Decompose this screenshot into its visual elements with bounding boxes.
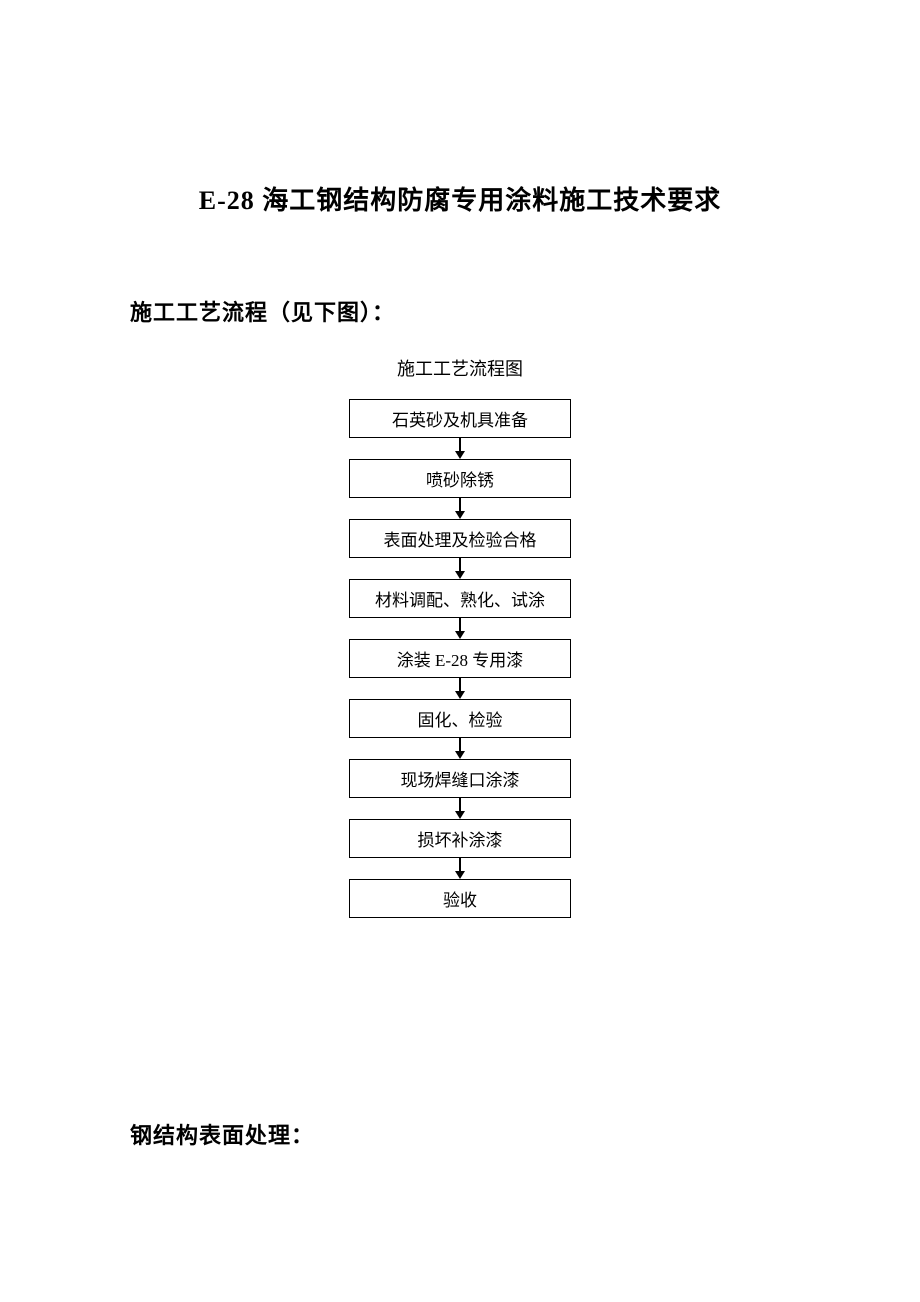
section-title-surface: 钢结构表面处理： xyxy=(130,1118,790,1150)
flow-step: 涂装 E-28 专用漆 xyxy=(349,639,571,678)
flow-step: 喷砂除锈 xyxy=(349,459,571,498)
flow-arrow-icon xyxy=(454,558,466,579)
diagram-title: 施工工艺流程图 xyxy=(130,355,790,381)
flowchart-container: 石英砂及机具准备 喷砂除锈 表面处理及检验合格 材料调配、熟化、试涂 涂装 E-… xyxy=(130,399,790,918)
flow-arrow-icon xyxy=(454,498,466,519)
flow-step: 现场焊缝口涂漆 xyxy=(349,759,571,798)
flow-step: 损坏补涂漆 xyxy=(349,819,571,858)
flow-step: 表面处理及检验合格 xyxy=(349,519,571,558)
flow-step: 石英砂及机具准备 xyxy=(349,399,571,438)
flow-arrow-icon xyxy=(454,738,466,759)
flow-step: 验收 xyxy=(349,879,571,918)
main-title: E-28 海工钢结构防腐专用涂料施工技术要求 xyxy=(130,180,790,217)
flow-step: 材料调配、熟化、试涂 xyxy=(349,579,571,618)
flow-arrow-icon xyxy=(454,618,466,639)
flow-arrow-icon xyxy=(454,798,466,819)
flow-arrow-icon xyxy=(454,438,466,459)
flow-arrow-icon xyxy=(454,678,466,699)
section-title-process: 施工工艺流程（见下图）： xyxy=(130,295,790,327)
flow-step: 固化、检验 xyxy=(349,699,571,738)
document-page: E-28 海工钢结构防腐专用涂料施工技术要求 施工工艺流程（见下图）： 施工工艺… xyxy=(0,0,920,1150)
flow-arrow-icon xyxy=(454,858,466,879)
